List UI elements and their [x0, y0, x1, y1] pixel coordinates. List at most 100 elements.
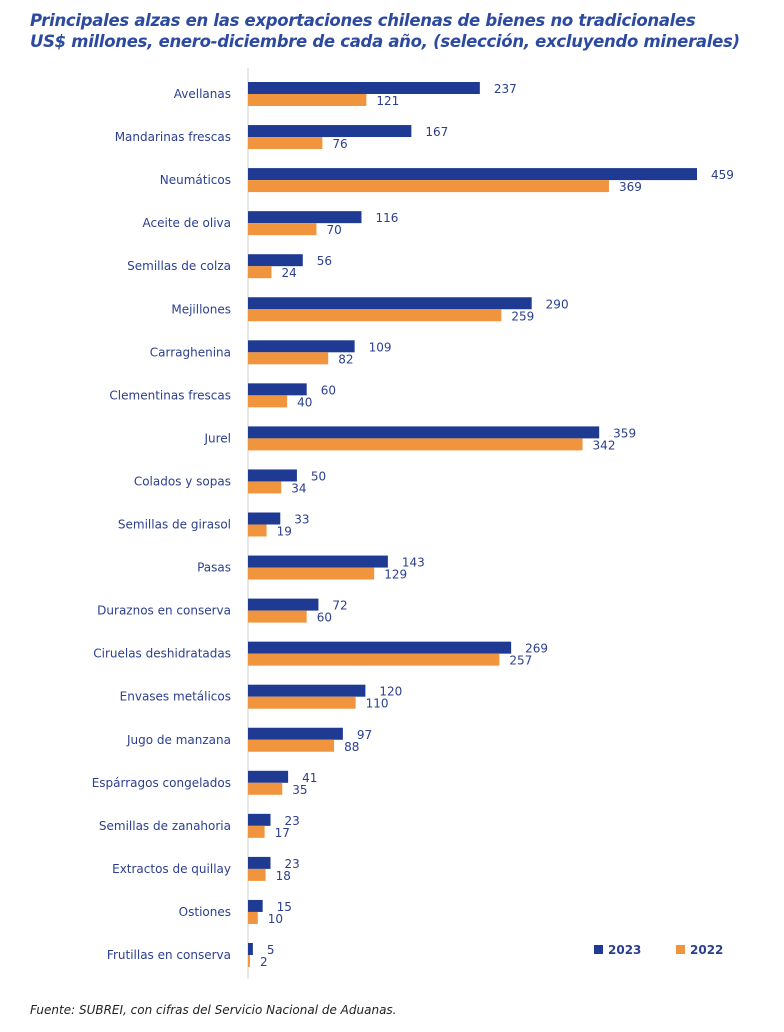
legend-label-2022: 2022: [690, 943, 723, 957]
bar-2023: [248, 125, 412, 138]
data-label-2023: 23: [284, 857, 299, 871]
bar-2023: [248, 383, 307, 396]
data-label-2022: 17: [275, 826, 290, 840]
data-label-2023: 167: [425, 125, 448, 139]
subtitle-line: US$ millones, enero-diciembre de cada añ…: [30, 32, 740, 51]
bar-2022: [248, 610, 307, 623]
bar-2023: [248, 340, 355, 353]
data-label-2023: 269: [525, 642, 548, 656]
bar-2023: [248, 598, 319, 611]
category-label: Extractos de quillay: [112, 862, 231, 876]
data-label-2022: 24: [281, 266, 296, 280]
bar-2022: [248, 395, 288, 408]
bar-2023: [248, 727, 343, 740]
data-label-2023: 120: [379, 685, 402, 699]
category-label: Semillas de zanahoria: [99, 819, 231, 833]
data-label-2023: 109: [369, 340, 392, 354]
title-line: Principales alzas en las exportaciones c…: [30, 11, 696, 30]
category-label: Jugo de manzana: [126, 733, 231, 747]
category-label: Espárragos congelados: [92, 776, 231, 790]
bar-2023: [248, 211, 362, 224]
bar-2023: [248, 297, 532, 310]
data-label-2023: 116: [375, 211, 398, 225]
bar-chart: Avellanas 237 121 Mandarinas frescas 167 76 Ne…: [92, 68, 734, 979]
legend-swatch-2022: [676, 945, 685, 954]
bar-2023: [248, 856, 271, 869]
category-label: Colados y sopas: [134, 474, 231, 488]
data-label-2022: 10: [268, 912, 283, 926]
bar-2022: [248, 653, 500, 666]
bar-2023: [248, 426, 600, 439]
legend-label-2023: 2023: [608, 943, 641, 957]
data-label-2022: 2: [260, 955, 268, 969]
bar-2022: [248, 868, 266, 881]
data-label-2023: 60: [321, 383, 336, 397]
bar-2023: [248, 813, 271, 826]
category-label: Envases metálicos: [120, 690, 231, 704]
bar-2023: [248, 641, 512, 654]
data-label-2022: 88: [344, 740, 359, 754]
data-label-2023: 15: [277, 900, 292, 914]
data-label-2023: 50: [311, 469, 326, 483]
bar-2023: [248, 684, 366, 697]
data-label-2023: 359: [613, 426, 636, 440]
category-label: Avellanas: [174, 87, 231, 101]
data-label-2022: 60: [317, 611, 332, 625]
bar-2022: [248, 438, 583, 451]
bar-2023: [248, 899, 263, 912]
bar-2022: [248, 739, 335, 752]
bar-2022: [248, 352, 329, 365]
category-label: Semillas de girasol: [118, 518, 231, 532]
data-label-2022: 342: [593, 438, 616, 452]
bar-2023: [248, 555, 388, 568]
category-label: Ostiones: [179, 905, 231, 919]
data-label-2022: 121: [376, 94, 399, 108]
category-label: Semillas de colza: [127, 259, 231, 273]
data-label-2022: 82: [338, 352, 353, 366]
category-label: Ciruelas deshidratadas: [93, 647, 231, 661]
data-label-2023: 72: [332, 599, 347, 613]
data-label-2023: 23: [284, 814, 299, 828]
data-label-2023: 290: [546, 297, 569, 311]
bar-2023: [248, 770, 289, 783]
data-label-2022: 369: [619, 180, 642, 194]
data-label-2022: 34: [291, 481, 306, 495]
bar-2022: [248, 524, 267, 537]
bar-2022: [248, 266, 272, 279]
data-label-2022: 129: [384, 568, 407, 582]
category-label: Mandarinas frescas: [115, 130, 231, 144]
data-label-2022: 40: [297, 395, 312, 409]
source-note: Fuente: SUBREI, con cifras del Servicio …: [30, 1003, 397, 1017]
data-label-2023: 33: [294, 513, 309, 527]
bar-2023: [248, 82, 480, 94]
data-label-2022: 18: [276, 869, 291, 883]
chart-title: Principales alzas en las exportaciones c…: [30, 10, 740, 52]
category-label: Duraznos en conserva: [97, 604, 231, 618]
data-label-2023: 237: [494, 82, 517, 96]
data-label-2023: 41: [302, 771, 317, 785]
category-label: Clementinas frescas: [109, 388, 231, 402]
data-label-2022: 257: [509, 654, 532, 668]
category-label: Aceite de oliva: [143, 216, 232, 230]
bar-2022: [248, 180, 609, 193]
bar-2022: [248, 696, 356, 709]
bar-2022: [248, 223, 317, 236]
data-label-2023: 459: [711, 168, 734, 182]
data-label-2022: 70: [326, 223, 341, 237]
category-label: Neumáticos: [160, 173, 231, 187]
bar-2022: [248, 94, 367, 106]
category-label: Mejillones: [171, 302, 231, 316]
bar-2023: [248, 469, 297, 482]
bar-2022: [248, 567, 375, 580]
category-label: Pasas: [197, 561, 231, 575]
data-label-2022: 19: [277, 525, 292, 539]
bar-2023: [248, 254, 303, 267]
category-label: Carraghenina: [150, 345, 231, 359]
bar-2023: [248, 168, 697, 181]
bar-2022: [248, 309, 502, 322]
legend-swatch-2023: [594, 945, 603, 954]
bar-2022: [248, 137, 323, 150]
data-label-2023: 5: [267, 943, 275, 957]
bar-2022: [248, 955, 250, 967]
category-label: Frutillas en conserva: [107, 948, 231, 962]
